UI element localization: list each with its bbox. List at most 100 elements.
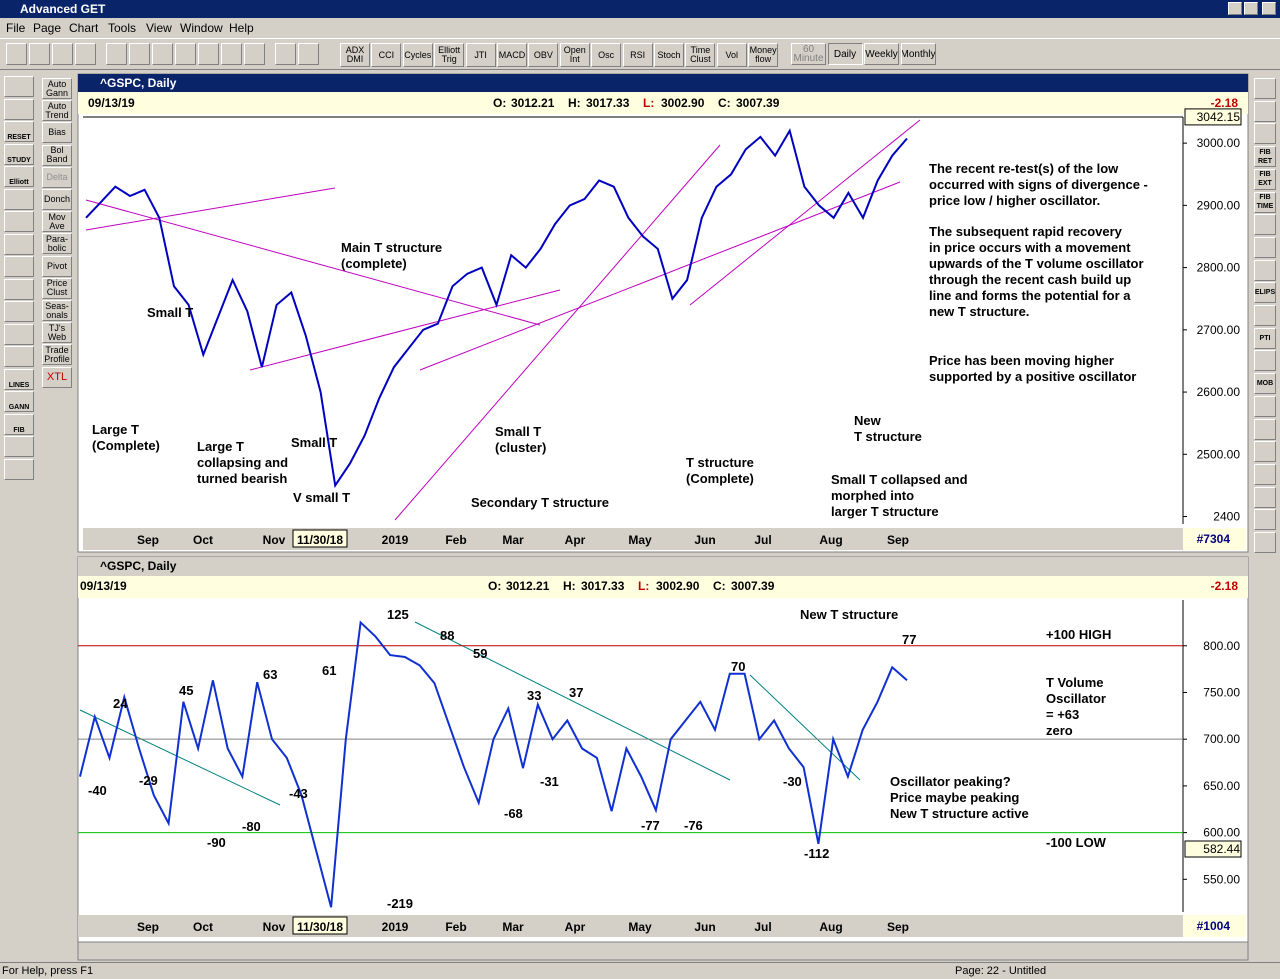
study-button[interactable]: Auto Trend — [42, 100, 72, 122]
tool-icon[interactable] — [1254, 463, 1276, 485]
tool-icon[interactable] — [106, 43, 127, 65]
study-button[interactable]: TJ's Web — [42, 322, 72, 344]
menu-item[interactable]: Window — [180, 21, 223, 35]
scrollbar[interactable] — [77, 941, 1249, 961]
tool-icon[interactable] — [1254, 305, 1276, 326]
tool-icon[interactable] — [1254, 259, 1276, 281]
study-button[interactable]: Mov Ave — [42, 211, 72, 233]
tool-label[interactable]: PTI — [1254, 327, 1276, 349]
indicator-button[interactable]: MACD — [497, 43, 527, 67]
tool-icon[interactable] — [29, 43, 50, 65]
study-button[interactable]: Para-bolic — [42, 233, 72, 255]
study-button[interactable]: XTL — [42, 366, 72, 388]
tool-icon[interactable] — [4, 143, 34, 165]
indicator-button[interactable]: Cycles — [402, 43, 433, 67]
tool-icon[interactable] — [1254, 486, 1276, 508]
tool-label[interactable]: ELIPS — [1254, 282, 1276, 304]
tool-icon[interactable] — [1254, 509, 1276, 531]
indicator-button[interactable]: Elliott Trig — [434, 43, 465, 67]
indicator-button[interactable]: Vol — [716, 43, 747, 67]
tool-icon[interactable] — [4, 278, 34, 300]
timeframe-button[interactable]: 60 Minute — [791, 43, 826, 65]
tool-label[interactable]: MOB — [1254, 373, 1276, 395]
study-button[interactable]: Price Clust — [42, 277, 72, 299]
tool-icon[interactable] — [221, 43, 242, 65]
tool-icon[interactable] — [4, 121, 34, 142]
tool-icon[interactable] — [4, 368, 34, 390]
tool-icon[interactable] — [4, 413, 34, 435]
tool-icon[interactable] — [1254, 418, 1276, 440]
timeframe-button[interactable]: Monthly — [900, 43, 936, 65]
menu-item[interactable]: Chart — [69, 21, 99, 35]
minimize[interactable] — [1228, 2, 1242, 15]
tool-icon[interactable] — [4, 346, 34, 367]
tool-label[interactable]: FIB EXT — [1254, 168, 1276, 190]
menu-item[interactable]: View — [146, 21, 172, 35]
tool-icon[interactable] — [4, 211, 34, 232]
timeframe-button[interactable]: Weekly — [864, 43, 899, 65]
tool-icon[interactable] — [4, 323, 34, 345]
tool-icon[interactable] — [4, 233, 34, 255]
tool-icon[interactable] — [1254, 78, 1276, 99]
study-button[interactable]: Seas-onals — [42, 300, 72, 321]
tool-icon[interactable] — [4, 301, 34, 322]
indicator-button[interactable]: Time Clust — [685, 43, 716, 67]
indicator-button[interactable]: CCI — [371, 43, 402, 67]
menu-item[interactable]: Help — [229, 21, 254, 35]
timeframe-button[interactable]: Daily — [827, 43, 863, 65]
tool-icon[interactable] — [1254, 532, 1276, 553]
indicator-button[interactable]: Open Int — [559, 43, 590, 67]
tool-label[interactable]: FIB TIME — [1254, 191, 1276, 213]
tool-icon[interactable] — [1254, 123, 1276, 145]
x-tick-label: May — [628, 533, 652, 547]
study-button[interactable]: Pivot — [42, 255, 72, 277]
annotation: 59 — [473, 646, 487, 661]
study-button[interactable]: Donch — [42, 189, 72, 210]
tool-icon[interactable] — [4, 256, 34, 277]
maximize[interactable] — [1244, 2, 1258, 15]
close[interactable] — [1262, 2, 1276, 15]
x-tick-label: May — [628, 920, 652, 934]
tool-icon[interactable] — [4, 76, 34, 97]
tool-icon[interactable] — [4, 188, 34, 210]
tool-icon[interactable] — [1254, 350, 1276, 372]
tool-icon[interactable] — [1254, 441, 1276, 463]
tool-label[interactable]: FIB RET — [1254, 146, 1276, 168]
annotation: -43 — [289, 786, 308, 801]
indicator-button[interactable]: OBV — [528, 43, 559, 67]
tool-icon[interactable] — [52, 43, 73, 65]
tool-icon[interactable] — [4, 391, 34, 412]
indicator-button[interactable]: Money flow — [748, 43, 779, 67]
indicator-button[interactable]: Stoch — [654, 43, 684, 67]
menu-item[interactable]: Page — [33, 21, 62, 35]
indicator-button[interactable]: ADX DMI — [340, 43, 370, 67]
study-button[interactable]: Trade Profile — [42, 344, 72, 366]
tool-icon[interactable] — [4, 436, 34, 457]
tool-icon[interactable] — [4, 166, 34, 187]
tool-icon[interactable] — [298, 43, 319, 65]
tool-icon[interactable] — [152, 43, 173, 65]
tool-icon[interactable] — [1254, 236, 1276, 258]
study-button[interactable]: Bol Band — [42, 144, 72, 166]
study-button[interactable]: Bias — [42, 122, 72, 144]
tool-icon[interactable] — [75, 43, 96, 65]
tool-icon[interactable] — [1254, 100, 1276, 122]
study-button[interactable]: Delta — [42, 166, 72, 188]
tool-icon[interactable] — [4, 98, 34, 120]
window-title: Advanced GET — [20, 2, 106, 16]
tool-icon[interactable] — [6, 43, 27, 65]
tool-icon[interactable] — [129, 43, 150, 65]
menu-item[interactable]: Tools — [108, 21, 137, 35]
tool-icon[interactable] — [244, 43, 265, 65]
tool-icon[interactable] — [4, 458, 34, 480]
tool-icon[interactable] — [1254, 395, 1276, 417]
indicator-button[interactable]: RSI — [622, 43, 653, 67]
menu-item[interactable]: File — [6, 21, 26, 35]
tool-icon[interactable] — [275, 43, 296, 65]
indicator-button[interactable]: Osc — [591, 43, 622, 67]
tool-icon[interactable] — [175, 43, 196, 65]
tool-icon[interactable] — [1254, 214, 1276, 236]
indicator-button[interactable]: JTI — [465, 43, 496, 67]
tool-icon[interactable] — [198, 43, 219, 65]
study-button[interactable]: Auto Gann — [42, 78, 72, 99]
